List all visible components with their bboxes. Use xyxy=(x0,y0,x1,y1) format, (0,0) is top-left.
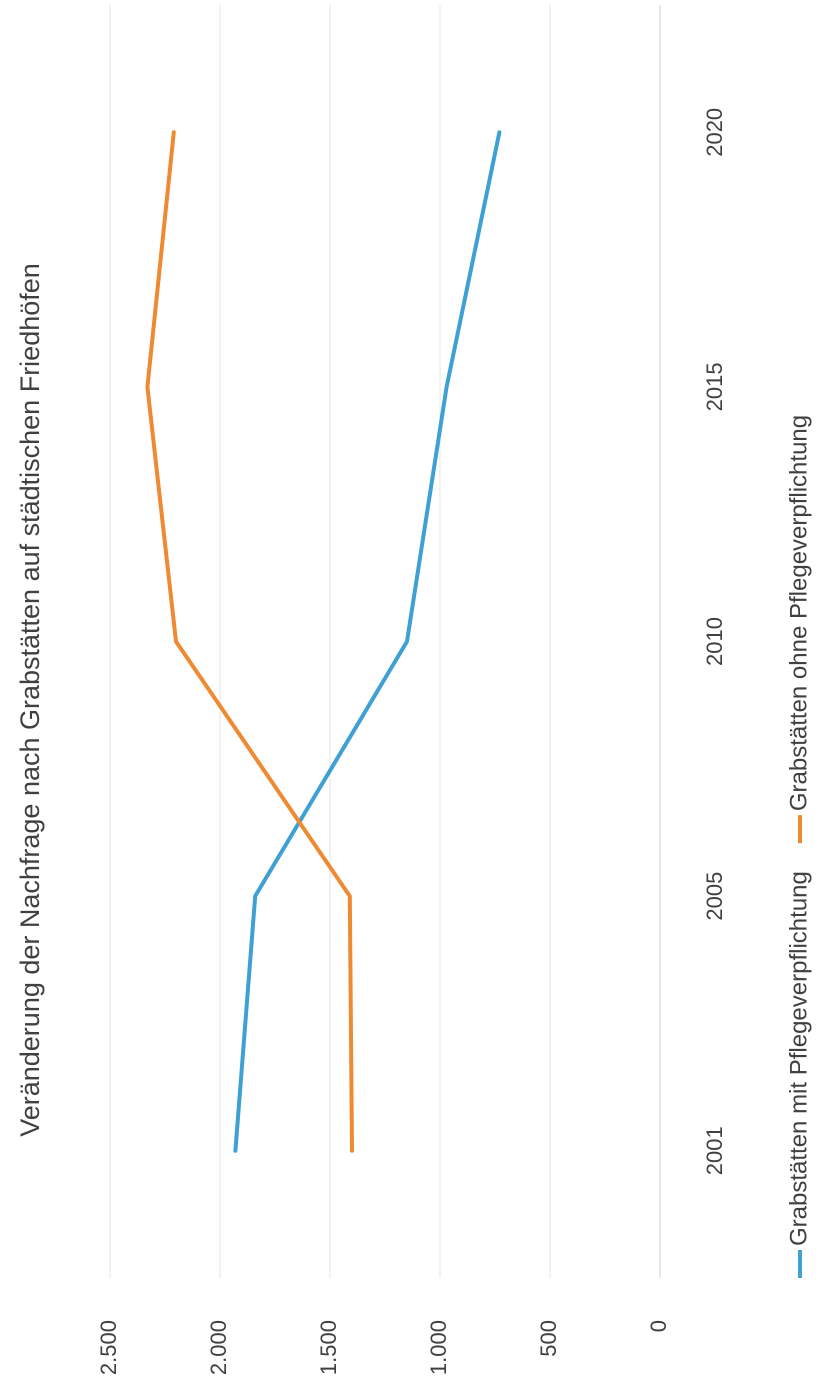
series-line xyxy=(233,130,502,1153)
x-tick-label: 2010 xyxy=(702,617,727,666)
x-tick-label: 2015 xyxy=(702,362,727,411)
y-tick-label: 2.500 xyxy=(96,1320,121,1375)
y-tick-label: 0 xyxy=(646,1320,671,1332)
x-tick-label: 2020 xyxy=(702,108,727,157)
x-tick-label: 2005 xyxy=(702,872,727,921)
x-tick-label: 2001 xyxy=(702,1126,727,1175)
series-line xyxy=(145,130,354,1153)
legend-label: Grabstätten ohne Pflegeverpflichtung xyxy=(785,415,812,811)
y-tick-label: 500 xyxy=(536,1320,561,1357)
legend-label: Grabstätten mit Pflegeverpflichtung xyxy=(785,871,812,1246)
y-tick-label: 2.000 xyxy=(206,1320,231,1375)
y-tick-label: 1.000 xyxy=(426,1320,451,1375)
rotated-chart: Veränderung der Nachfrage nach Grabstätt… xyxy=(15,5,812,1375)
y-tick-label: 1.500 xyxy=(316,1320,341,1375)
chart-title: Veränderung der Nachfrage nach Grabstätt… xyxy=(15,263,45,1137)
